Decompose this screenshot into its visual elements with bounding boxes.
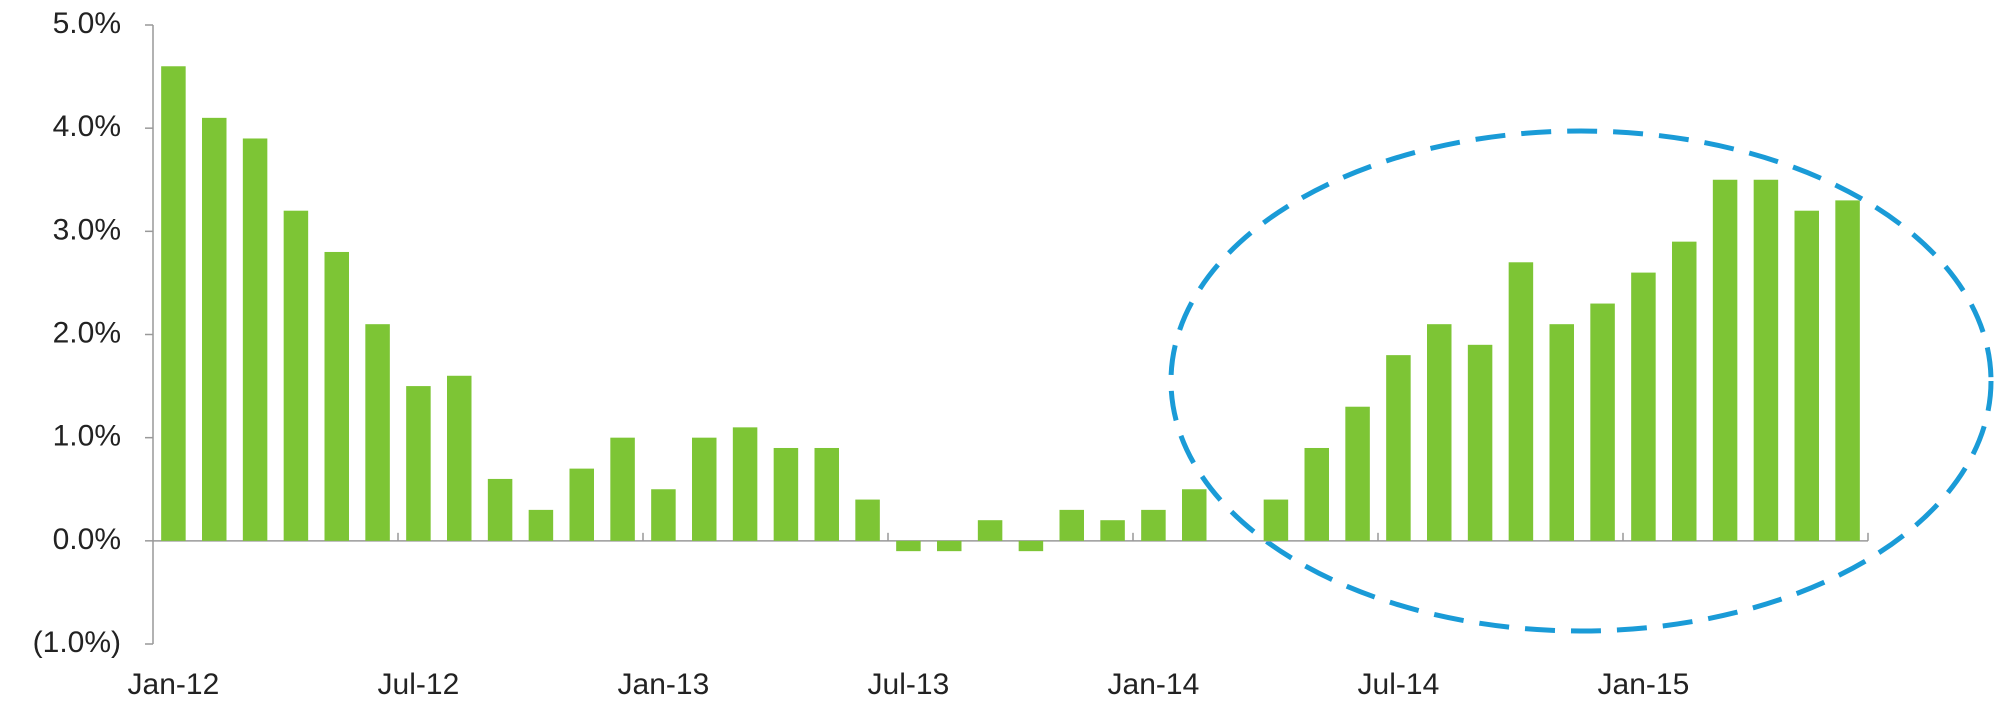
bar bbox=[1631, 272, 1656, 541]
bar bbox=[528, 509, 554, 541]
bar bbox=[1018, 540, 1044, 552]
bar bbox=[447, 375, 472, 541]
bar bbox=[1386, 355, 1411, 541]
bar bbox=[1427, 324, 1452, 541]
y-tick-label: 5.0% bbox=[53, 7, 121, 40]
bar bbox=[814, 447, 839, 541]
bar bbox=[487, 478, 513, 541]
x-tick-label: Jan-14 bbox=[1108, 668, 1200, 701]
bar bbox=[242, 138, 268, 541]
y-tick-label: 0.0% bbox=[53, 523, 121, 556]
bar bbox=[1263, 499, 1289, 541]
bar bbox=[1345, 406, 1370, 541]
highlight-ellipse bbox=[1168, 128, 1994, 634]
bar bbox=[406, 386, 431, 541]
bar bbox=[1590, 303, 1615, 541]
bar bbox=[1508, 262, 1534, 541]
y-tick-label: 4.0% bbox=[53, 110, 121, 143]
bar bbox=[161, 66, 186, 541]
bar bbox=[202, 117, 227, 541]
y-tick-label: 1.0% bbox=[53, 420, 121, 453]
x-tick-label: Jul-14 bbox=[1358, 668, 1440, 701]
bar bbox=[610, 437, 635, 541]
x-tick-label: Jan-12 bbox=[128, 668, 220, 701]
bar bbox=[365, 324, 390, 541]
bar bbox=[1753, 179, 1779, 541]
y-tick-label: 2.0% bbox=[53, 316, 121, 349]
bar bbox=[937, 540, 962, 552]
bar bbox=[732, 427, 758, 541]
bar bbox=[896, 540, 921, 552]
bar bbox=[324, 251, 349, 541]
bar bbox=[1182, 489, 1207, 541]
bar bbox=[1549, 324, 1574, 541]
bar bbox=[1059, 509, 1084, 541]
bar bbox=[1467, 344, 1493, 541]
bar bbox=[1672, 241, 1697, 541]
x-tick-label: Jan-15 bbox=[1598, 668, 1690, 701]
bar bbox=[1794, 210, 1819, 541]
bar bbox=[1141, 509, 1166, 541]
x-tick-label: Jul-13 bbox=[868, 668, 950, 701]
x-tick-label: Jul-12 bbox=[378, 668, 460, 701]
x-tick-label: Jan-13 bbox=[618, 668, 710, 701]
bar bbox=[855, 499, 880, 541]
bar bbox=[1835, 200, 1860, 541]
y-tick-label: (1.0%) bbox=[33, 626, 121, 659]
bar bbox=[692, 437, 717, 541]
bar bbox=[1100, 520, 1125, 541]
bar bbox=[651, 489, 676, 541]
bar bbox=[1304, 447, 1329, 541]
bar bbox=[977, 520, 1003, 541]
bar bbox=[773, 447, 799, 541]
y-tick-label: 3.0% bbox=[53, 213, 121, 246]
bar bbox=[1712, 179, 1738, 541]
bar bbox=[569, 468, 594, 541]
bar bbox=[283, 210, 309, 541]
